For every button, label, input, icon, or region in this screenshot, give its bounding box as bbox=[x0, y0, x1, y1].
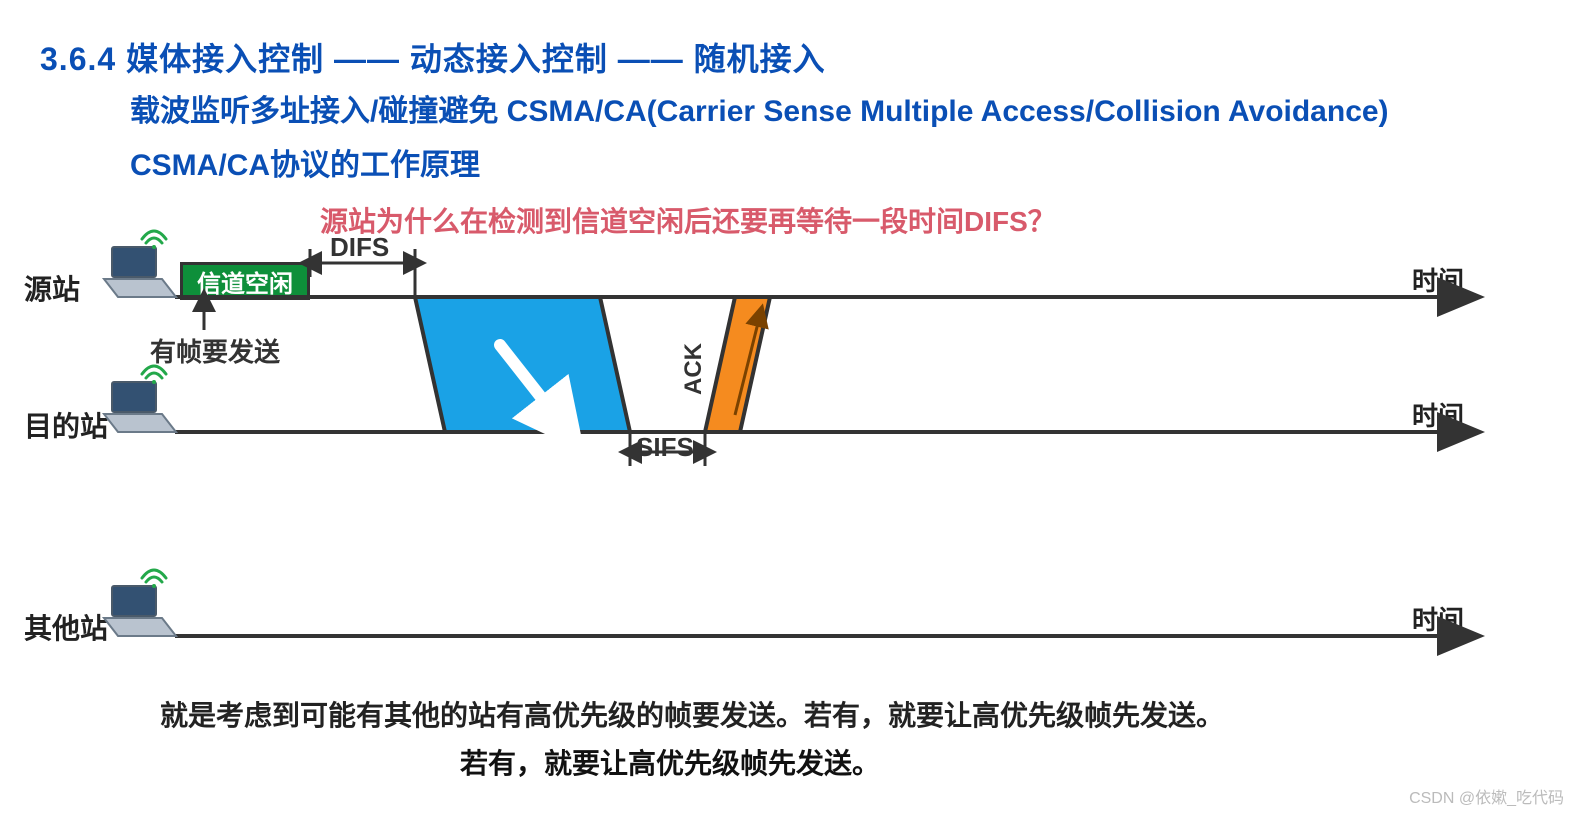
watermark: CSDN @依嫰_吃代码 bbox=[1409, 784, 1564, 808]
footer-line1: 就是考虑到可能有其他的站有高优先级的帧要发送。若有，就要让高优先级帧先发送。 bbox=[160, 694, 1224, 734]
footer-line2: 若有，就要让高优先级帧先发送。 bbox=[460, 742, 880, 782]
